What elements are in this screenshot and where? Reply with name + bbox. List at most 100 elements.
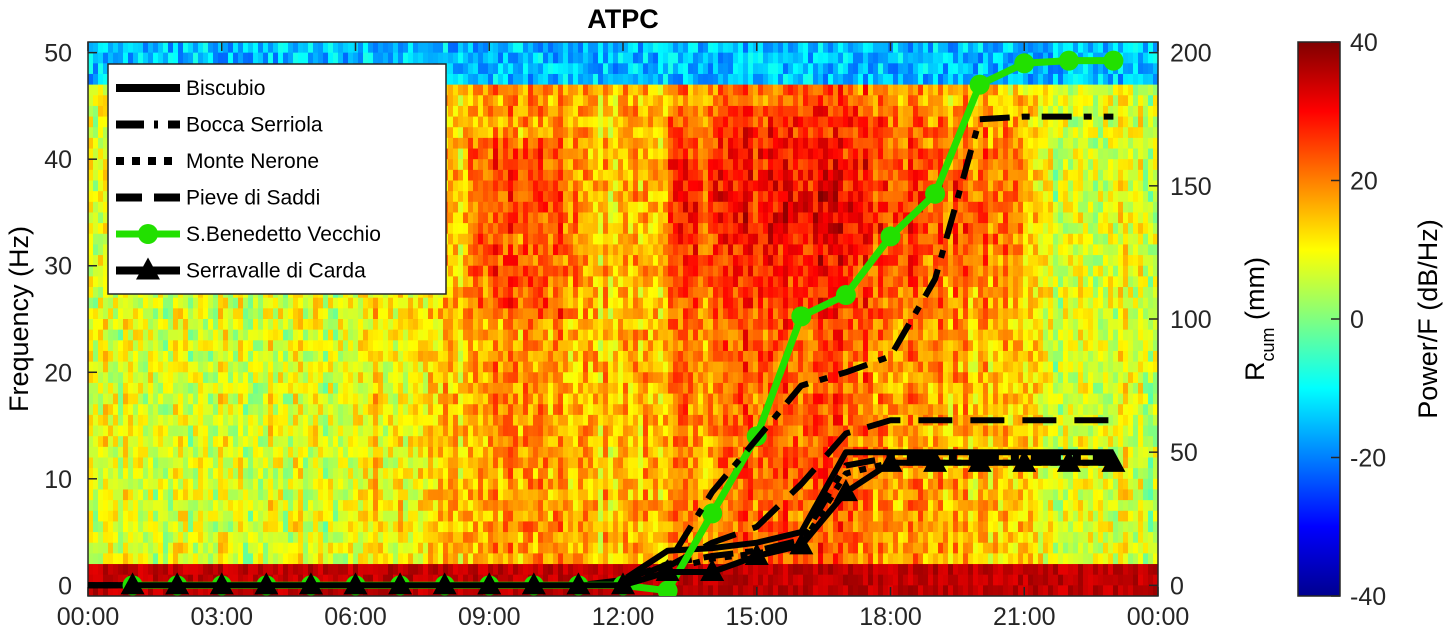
spectrogram-cell [503, 446, 509, 459]
spectrogram-cell [218, 500, 224, 512]
spectrogram-cell [453, 361, 459, 373]
spectrogram-cell [333, 532, 339, 544]
spectrogram-cell [418, 574, 424, 586]
spectrogram-cell [208, 404, 214, 416]
spectrogram-cell [458, 553, 464, 565]
spectrogram-cell [213, 297, 219, 309]
spectrogram-cell [278, 553, 284, 565]
spectrogram-cell [93, 468, 99, 480]
spectrogram-cell [98, 212, 104, 224]
spectrogram-cell [383, 42, 389, 54]
spectrogram-cell [133, 564, 139, 576]
spectrogram-cell [383, 489, 389, 501]
spectrogram-cell [533, 265, 539, 277]
spectrogram-cell [388, 308, 394, 320]
spectrogram-cell [558, 42, 564, 54]
spectrogram-cell [293, 308, 299, 320]
spectrogram-cell [473, 212, 479, 224]
spectrogram-cell [213, 564, 219, 576]
spectrogram-cell [233, 564, 239, 576]
spectrogram-cell [498, 42, 504, 54]
spectrogram-cell [518, 361, 524, 373]
spectrogram-cell [343, 542, 349, 554]
spectrogram-cell [228, 308, 234, 320]
spectrogram-cell [268, 350, 274, 363]
spectrogram-cell [443, 564, 449, 576]
spectrogram-cell [488, 319, 494, 331]
spectrogram-cell [508, 500, 514, 512]
spectrogram-cell [393, 350, 399, 363]
spectrogram-cell [358, 489, 364, 501]
spectrogram-cell [533, 340, 539, 352]
spectrogram-cell [558, 148, 564, 160]
spectrogram-cell [193, 521, 199, 533]
spectrogram-cell [403, 542, 409, 554]
spectrogram-cell [318, 553, 324, 565]
spectrogram-cell [553, 297, 559, 309]
spectrogram-cell [428, 510, 434, 523]
spectrogram-cell [463, 201, 469, 214]
spectrogram-cell [378, 478, 384, 491]
spectrogram-cell [373, 457, 379, 469]
spectrogram-cell [563, 169, 569, 182]
spectrogram-cell [363, 308, 369, 320]
spectrogram-cell [483, 489, 489, 501]
spectrogram-cell [188, 350, 194, 363]
spectrogram-cell [553, 63, 559, 75]
spectrogram-cell [513, 169, 519, 182]
spectrogram-cell [143, 425, 149, 437]
spectrogram-cell [363, 585, 369, 596]
spectrogram-cell [558, 510, 564, 523]
spectrogram-cell [273, 446, 279, 459]
spectrogram-cell [333, 329, 339, 341]
spectrogram-cell [388, 574, 394, 586]
spectrogram-cell [333, 42, 339, 54]
spectrogram-cell [533, 223, 539, 235]
spectrogram-cell [523, 244, 529, 256]
spectrogram-cell [198, 340, 204, 352]
spectrogram-cell [128, 350, 134, 363]
spectrogram-cell [318, 329, 324, 341]
spectrogram-cell [223, 393, 229, 405]
spectrogram-cell [208, 478, 214, 491]
spectrogram-cell [128, 532, 134, 544]
spectrogram-cell [193, 414, 199, 427]
spectrogram-cell [113, 436, 119, 448]
spectrogram-cell [293, 500, 299, 512]
spectrogram-cell [413, 585, 419, 596]
spectrogram-cell [458, 585, 464, 596]
spectrogram-cell [368, 436, 374, 448]
spectrogram-cell [113, 361, 119, 373]
spectrogram-cell [123, 297, 129, 309]
spectrogram-cell [103, 393, 109, 405]
spectrogram-cell [423, 468, 429, 480]
spectrogram-cell [488, 340, 494, 352]
spectrogram-cell [148, 382, 154, 395]
spectrogram-cell [193, 489, 199, 501]
spectrogram-cell [533, 212, 539, 224]
spectrogram-cell [438, 319, 444, 331]
spectrogram-cell [553, 73, 559, 86]
spectrogram-cell [133, 436, 139, 448]
spectrogram-cell [138, 532, 144, 544]
spectrogram-cell [233, 510, 239, 523]
spectrogram-cell [483, 436, 489, 448]
spectrogram-cell [273, 404, 279, 416]
spectrogram-cell [408, 521, 414, 533]
spectrogram-cell [513, 425, 519, 437]
spectrogram-cell [558, 137, 564, 150]
spectrogram-cell [488, 468, 494, 480]
spectrogram-cell [183, 425, 189, 437]
spectrogram-cell [548, 446, 554, 459]
spectrogram-cell [168, 350, 174, 363]
spectrogram-cell [143, 361, 149, 373]
spectrogram-cell [133, 404, 139, 416]
spectrogram-cell [88, 42, 94, 54]
spectrogram-cell [493, 148, 499, 160]
spectrogram-cell [433, 532, 439, 544]
spectrogram-cell [538, 159, 544, 171]
spectrogram-cell [493, 233, 499, 246]
spectrogram-cell [318, 414, 324, 427]
spectrogram-cell [213, 510, 219, 523]
spectrogram-cell [333, 340, 339, 352]
